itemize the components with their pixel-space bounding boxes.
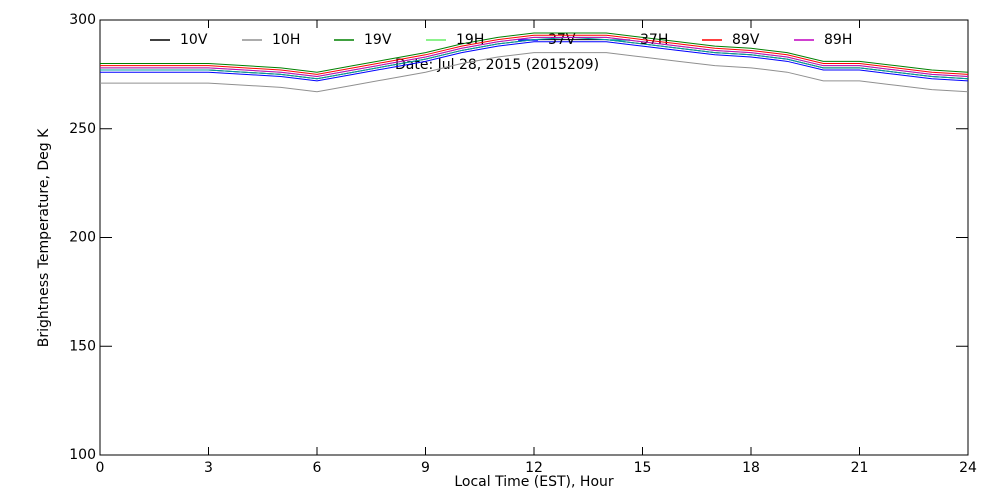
- series-line: [100, 32, 969, 73]
- legend-label: 10V: [180, 32, 208, 48]
- x-axis-label: Local Time (EST), Hour: [454, 474, 614, 490]
- legend-label: 19V: [364, 32, 392, 48]
- legend-label: 89V: [732, 32, 760, 48]
- x-tick-label: 21: [851, 460, 869, 476]
- legend-label: 89H: [824, 32, 852, 48]
- y-tick-label: 300: [69, 12, 96, 28]
- annotation: Date: Jul 28, 2015 (2015209): [395, 57, 599, 73]
- x-tick-label: 6: [313, 460, 322, 476]
- x-tick-label: 15: [634, 460, 652, 476]
- y-tick-label: 200: [69, 230, 96, 246]
- x-tick-label: 12: [525, 460, 543, 476]
- x-tick-label: 9: [421, 460, 430, 476]
- x-tick-label: 3: [204, 460, 213, 476]
- series-line: [100, 36, 969, 80]
- series-line: [100, 34, 969, 75]
- legend-label: 10H: [272, 32, 300, 48]
- x-tick-label: 24: [959, 460, 977, 476]
- y-tick-label: 250: [69, 121, 96, 137]
- series-line: [100, 41, 969, 82]
- y-axis-label: Brightness Temperature, Deg K: [36, 128, 52, 347]
- plot-frame: [99, 19, 969, 456]
- legend-label: 37V: [548, 32, 576, 48]
- series-line: [100, 52, 969, 93]
- y-tick-label: 100: [69, 447, 96, 463]
- y-tick-label: 150: [69, 338, 96, 354]
- x-tick-label: 0: [96, 460, 105, 476]
- legend-label: 19H: [456, 32, 484, 48]
- x-tick-label: 18: [742, 460, 760, 476]
- series-line: [100, 36, 969, 78]
